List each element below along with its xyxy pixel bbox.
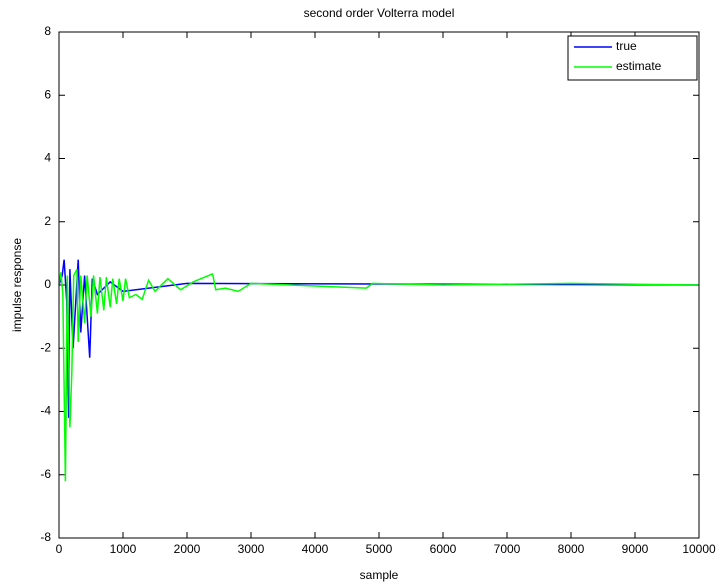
x-tick-label: 4000 bbox=[302, 542, 329, 556]
legend-label: true bbox=[616, 39, 637, 53]
x-axis-label: sample bbox=[360, 568, 399, 582]
y-tick-label: 8 bbox=[44, 24, 51, 38]
x-tick-label: 1000 bbox=[110, 542, 137, 556]
x-tick-label: 5000 bbox=[366, 542, 393, 556]
y-axis-label: impulse response bbox=[10, 238, 24, 332]
x-tick-label: 9000 bbox=[622, 542, 649, 556]
y-tick-label: -6 bbox=[40, 467, 51, 481]
y-tick-label: 2 bbox=[44, 214, 51, 228]
x-tick-label: 0 bbox=[56, 542, 63, 556]
x-tick-label: 7000 bbox=[494, 542, 521, 556]
x-tick-label: 2000 bbox=[174, 542, 201, 556]
y-tick-label: -8 bbox=[40, 530, 51, 544]
x-tick-label: 6000 bbox=[430, 542, 457, 556]
x-tick-label: 10000 bbox=[682, 542, 716, 556]
legend-label: estimate bbox=[616, 59, 662, 73]
x-tick-label: 3000 bbox=[238, 542, 265, 556]
data-line bbox=[58, 268, 700, 482]
x-tick-label: 8000 bbox=[558, 542, 585, 556]
y-tick-label: 0 bbox=[44, 277, 51, 291]
y-tick-label: -2 bbox=[40, 340, 51, 354]
y-tick-label: -4 bbox=[40, 404, 51, 418]
legend bbox=[567, 35, 698, 81]
chart-title: second order Volterra model bbox=[304, 6, 455, 20]
axes-box bbox=[58, 31, 700, 539]
y-tick-label: 6 bbox=[44, 87, 51, 101]
y-tick-label: 4 bbox=[44, 151, 51, 165]
